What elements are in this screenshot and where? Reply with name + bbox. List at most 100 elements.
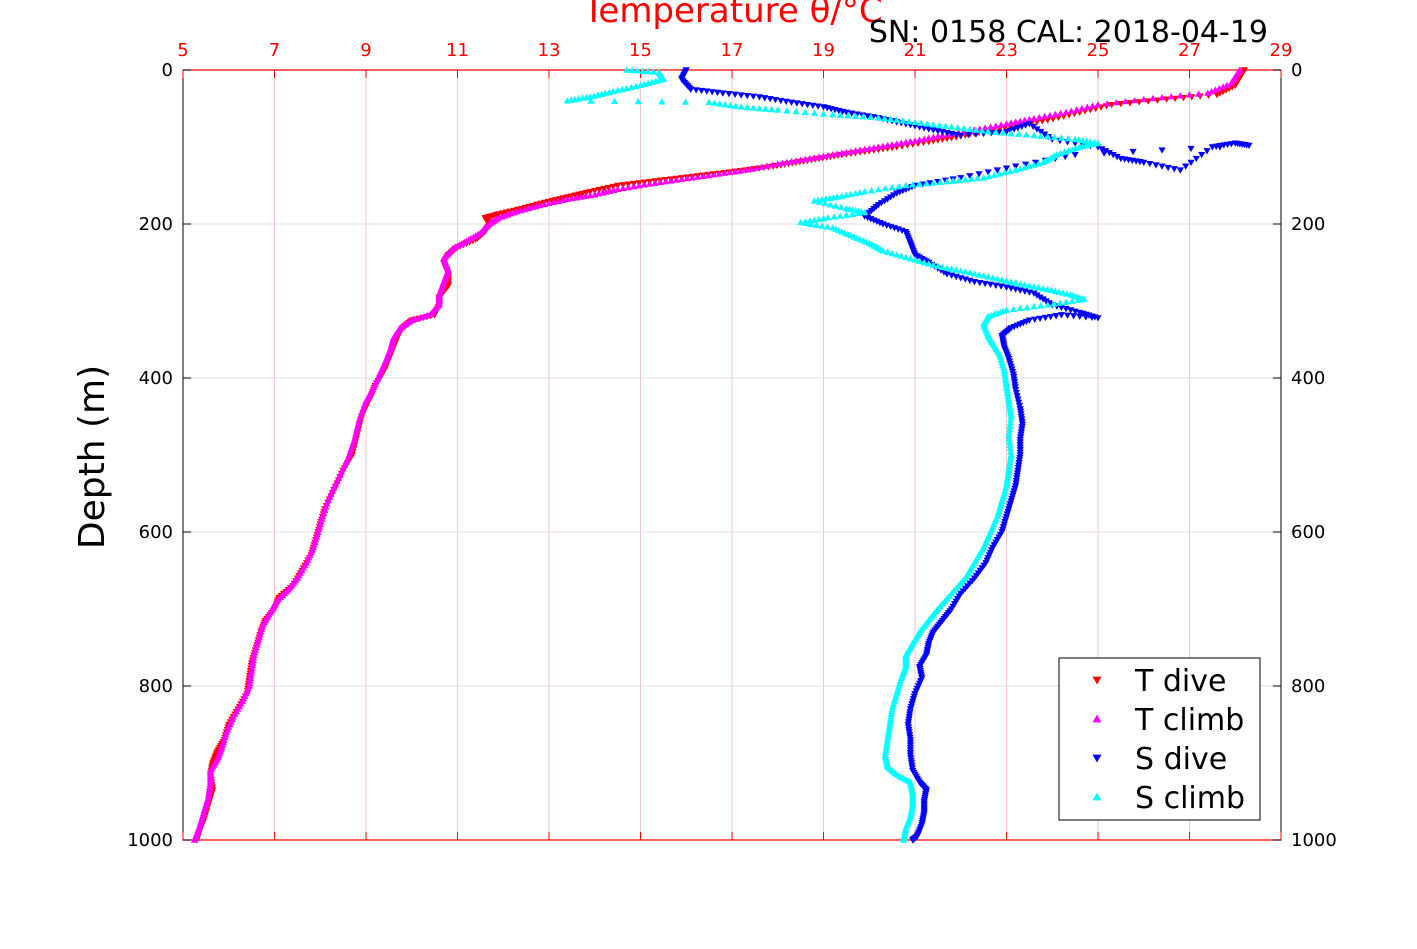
data-point	[938, 263, 947, 270]
data-point	[1080, 295, 1088, 303]
data-point	[1005, 464, 1013, 471]
data-point	[797, 156, 805, 163]
data-point	[1185, 91, 1194, 98]
data-point	[867, 113, 875, 120]
data-point	[885, 726, 893, 733]
series-layer	[190, 66, 1253, 844]
data-point	[651, 179, 659, 186]
data-point	[1098, 146, 1106, 153]
data-point	[856, 146, 864, 153]
data-point	[248, 664, 256, 671]
data-point	[972, 126, 980, 133]
data-point	[1245, 142, 1253, 150]
data-point	[1211, 86, 1220, 93]
data-point	[1007, 119, 1015, 126]
data-point	[1131, 96, 1139, 104]
series-s-climb	[563, 66, 1102, 843]
data-point	[1029, 123, 1037, 131]
data-point	[973, 174, 982, 182]
data-point	[1007, 416, 1015, 423]
data-point	[1100, 150, 1108, 157]
data-point	[1076, 313, 1084, 320]
data-point	[832, 202, 840, 209]
data-point	[1003, 384, 1011, 391]
data-point	[572, 194, 581, 201]
data-point	[815, 153, 823, 160]
data-point	[999, 129, 1008, 136]
data-point	[920, 258, 928, 266]
data-point	[1001, 374, 1009, 381]
data-point	[1004, 469, 1013, 476]
data-point	[1192, 155, 1200, 163]
data-point	[890, 192, 898, 199]
data-point	[838, 192, 846, 199]
data-point	[1021, 281, 1029, 288]
data-point	[1195, 90, 1203, 97]
data-point	[1176, 167, 1184, 174]
data-point	[984, 128, 992, 135]
data-point	[897, 252, 905, 259]
legend-items: T dive T climb S dive S climb	[1092, 664, 1245, 816]
data-point	[996, 170, 1004, 177]
data-point	[1006, 441, 1014, 449]
data-point	[865, 144, 873, 152]
data-point	[964, 132, 972, 139]
data-point	[694, 173, 702, 180]
data-point	[1036, 315, 1044, 323]
data-point	[909, 181, 917, 188]
data-point	[929, 133, 937, 140]
data-point	[980, 174, 988, 181]
data-point	[1037, 302, 1045, 309]
sn-cal-annotation: SN: 0158 CAL: 2018-04-19	[869, 15, 1268, 50]
data-point	[1198, 152, 1206, 159]
data-point	[768, 105, 776, 113]
data-point	[204, 791, 213, 798]
data-point	[976, 279, 984, 287]
data-point	[783, 107, 791, 114]
data-point	[1057, 134, 1065, 141]
data-point	[902, 181, 910, 189]
data-point	[1003, 387, 1011, 394]
data-point	[1158, 147, 1166, 154]
data-point	[915, 257, 924, 264]
data-point	[899, 836, 908, 843]
data-point	[1022, 131, 1030, 138]
data-point	[1006, 405, 1014, 412]
data-point	[886, 718, 894, 725]
data-point	[887, 194, 895, 201]
data-point	[992, 282, 1000, 289]
data-point	[1003, 479, 1011, 486]
data-point	[1033, 126, 1041, 133]
x-tick-label: 21	[904, 40, 927, 61]
data-point	[902, 138, 910, 146]
data-point	[646, 180, 654, 187]
data-point	[623, 84, 631, 92]
data-point	[623, 66, 631, 73]
data-point	[1004, 392, 1012, 399]
data-point	[1057, 149, 1065, 157]
data-point	[681, 98, 690, 105]
data-point	[879, 247, 887, 254]
data-point	[1006, 419, 1014, 426]
data-point	[941, 122, 950, 129]
data-point	[1015, 130, 1023, 137]
data-point	[993, 167, 1001, 174]
data-point	[934, 132, 942, 140]
data-point	[883, 248, 892, 255]
legend-label: S climb	[1135, 781, 1245, 816]
data-point	[640, 181, 648, 188]
data-point	[1083, 103, 1091, 110]
data-point	[923, 120, 931, 127]
data-point	[705, 98, 713, 106]
data-point	[960, 124, 968, 132]
data-point	[793, 100, 801, 107]
data-point	[864, 113, 872, 120]
data-point	[990, 171, 998, 178]
data-point	[205, 786, 213, 793]
data-point	[649, 68, 658, 75]
data-point	[1030, 303, 1038, 310]
data-point	[1031, 159, 1040, 166]
data-point	[1068, 297, 1076, 304]
data-point	[885, 728, 893, 735]
